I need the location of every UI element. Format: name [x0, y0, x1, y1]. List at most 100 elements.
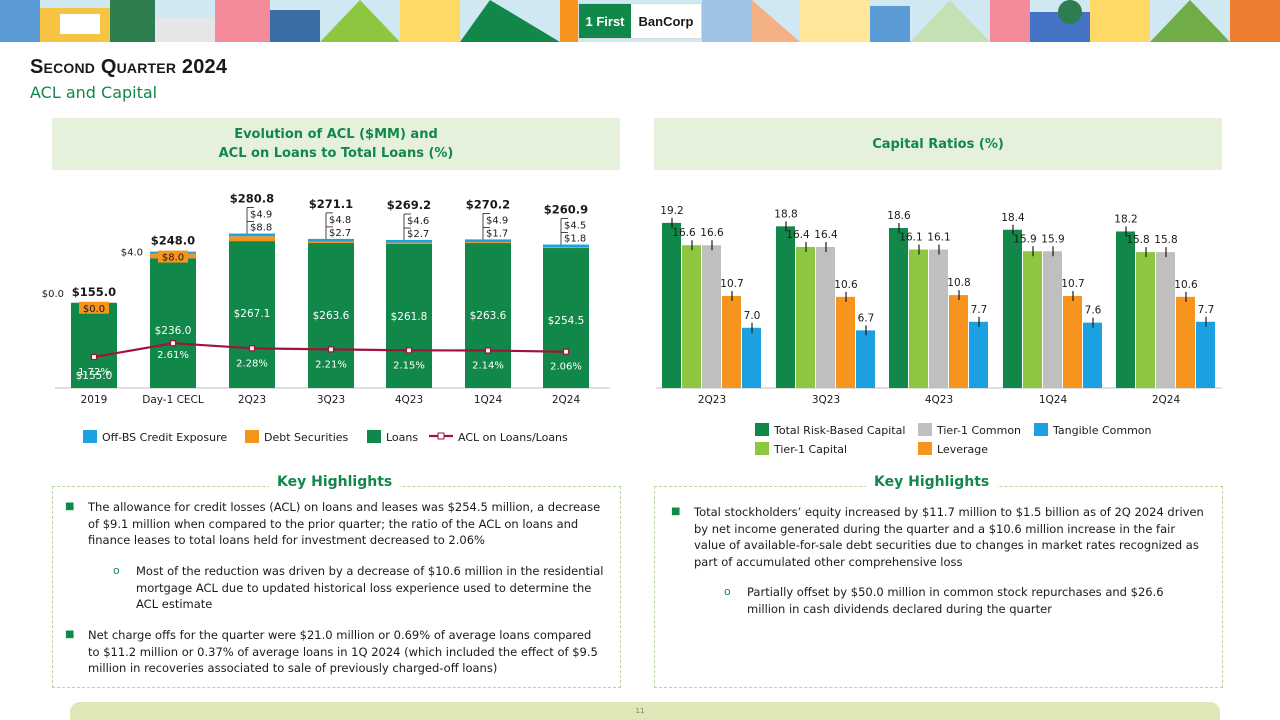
loans-bar: [543, 248, 589, 388]
debt-securities-label: $8.8: [250, 223, 272, 234]
acl-ratio-label: 2.21%: [315, 359, 347, 370]
capital-x-tick-label: 2Q24: [1152, 394, 1181, 406]
off-bs-label: $4.9: [250, 210, 272, 221]
page-number: 11: [635, 707, 645, 715]
off-bs-bar: [308, 238, 354, 242]
acl-total-label: $155.0: [72, 285, 116, 299]
acl-legend-marker: [437, 432, 445, 440]
page-subtitle: ACL and Capital: [30, 83, 158, 102]
capital-value-label: 15.9: [1013, 233, 1036, 245]
debt-securities-bar: [386, 242, 432, 245]
acl-total-label: $260.9: [544, 203, 588, 217]
capital-value-label: 16.6: [700, 227, 724, 239]
capital-bar: [1136, 252, 1155, 388]
acl-x-tick-label: 3Q23: [317, 394, 345, 406]
loans-bar: [386, 244, 432, 388]
capital-value-label: 16.4: [786, 229, 810, 241]
logo-wordmark: BanCorp: [638, 13, 694, 29]
capital-x-tick-label: 4Q23: [925, 394, 953, 406]
loans-bar: [150, 258, 196, 388]
acl-panel-title-line2: ACL on Loans to Total Loans (%): [218, 146, 454, 161]
acl-ratio-label: 2.14%: [472, 360, 504, 371]
capital-bar: [816, 246, 835, 388]
capital-legend-label: Tier-1 Common: [936, 424, 1021, 437]
capital-bar: [929, 249, 948, 388]
capital-value-label: 10.7: [1061, 278, 1084, 290]
capital-bar: [722, 295, 741, 388]
bullet-square-icon: ■: [671, 506, 681, 517]
capital-bar: [1176, 296, 1195, 388]
capital-value-label: 16.6: [672, 227, 696, 239]
highlight-right-text-2: Partially offset by $50.0 million in com…: [747, 585, 1164, 616]
capital-x-tick-label: 1Q24: [1039, 394, 1068, 406]
capital-value-label: 10.6: [1174, 279, 1198, 291]
acl-ratio-label: 2.06%: [550, 362, 582, 373]
acl-ratio-point: [248, 345, 256, 352]
acl-total-label: $271.1: [309, 197, 353, 211]
off-bs-label: $4.8: [329, 215, 351, 226]
loans-bar: [71, 302, 117, 388]
capital-value-label: 7.6: [1085, 305, 1102, 317]
acl-ratio-point: [405, 347, 413, 354]
capital-value-label: 7.7: [971, 304, 988, 316]
capital-value-label: 18.8: [774, 208, 797, 220]
acl-legend-swatch: [83, 430, 97, 443]
capital-legend-swatch: [918, 442, 932, 455]
bullet-circle-icon: o: [724, 585, 731, 598]
page-title-text: Second Quarter 2024: [30, 56, 227, 78]
capital-legend-swatch: [755, 442, 769, 455]
off-bs-label: $4.9: [486, 215, 508, 226]
capital-value-label: 15.8: [1154, 234, 1177, 246]
capital-panel-header: Capital Ratios (%): [654, 118, 1222, 170]
logo-mark: 1 First: [579, 4, 631, 38]
capital-bar: [742, 327, 761, 388]
acl-total-label: $270.2: [466, 197, 510, 211]
acl-legend-label: Off-BS Credit Exposure: [102, 431, 227, 444]
debt-label-box: [79, 301, 109, 314]
page-title: Second Quarter 2024: [30, 56, 227, 79]
off-bs-label: $4.6: [407, 216, 429, 227]
acl-x-tick-label: 4Q23: [395, 394, 423, 406]
loans-value-label: $263.6: [470, 310, 507, 322]
acl-x-tick-label: 1Q24: [474, 394, 503, 406]
loans-bar: [229, 241, 275, 388]
loans-value-label: $267.1: [234, 308, 271, 320]
off-bs-label: $4.5: [564, 221, 586, 232]
bullet-square-icon: ■: [65, 629, 75, 640]
loans-bar: [465, 243, 511, 388]
acl-total-label: $269.2: [387, 198, 431, 212]
highlight-right-text-1: Total stockholders’ equity increased by …: [694, 505, 1204, 569]
acl-x-tick-label: 2019: [81, 394, 108, 406]
capital-bar: [856, 330, 875, 388]
capital-panel-title: Capital Ratios (%): [872, 136, 1004, 152]
off-bs-label: $0.0: [42, 289, 64, 300]
loans-value-label: $236.0: [155, 325, 192, 337]
debt-securities-bar: [308, 241, 354, 244]
company-logo: 1 First BanCorp: [578, 3, 702, 39]
acl-ratio-label: 2.28%: [236, 358, 268, 369]
acl-legend-swatch: [367, 430, 381, 443]
capital-bar: [776, 226, 795, 388]
debt-securities-label: $1.7: [486, 228, 508, 239]
capital-value-label: 15.8: [1126, 234, 1149, 246]
acl-ratio-point: [562, 348, 570, 355]
acl-total-label: $248.0: [151, 234, 195, 248]
capital-value-label: 7.0: [744, 310, 761, 322]
loans-bar: [308, 243, 354, 388]
acl-ratio-label: 1.72%: [78, 367, 110, 378]
highlight-left-text-2: Most of the reduction was driven by a de…: [136, 564, 604, 611]
capital-value-label: 10.6: [834, 279, 858, 291]
capital-bar: [969, 321, 988, 388]
capital-value-label: 18.4: [1001, 212, 1025, 224]
capital-value-label: 10.7: [720, 278, 743, 290]
highlights-right-title: Key Highlights: [866, 474, 998, 490]
loans-value-label: $263.6: [313, 310, 350, 322]
acl-ratio-point: [169, 340, 177, 347]
capital-value-label: 7.7: [1198, 304, 1215, 316]
capital-bar: [702, 245, 721, 388]
capital-legend-label: Tangible Common: [1052, 424, 1152, 437]
acl-x-tick-label: 2Q24: [552, 394, 581, 406]
capital-bar: [836, 296, 855, 388]
acl-panel-header: Evolution of ACL ($MM) and ACL on Loans …: [52, 118, 620, 170]
